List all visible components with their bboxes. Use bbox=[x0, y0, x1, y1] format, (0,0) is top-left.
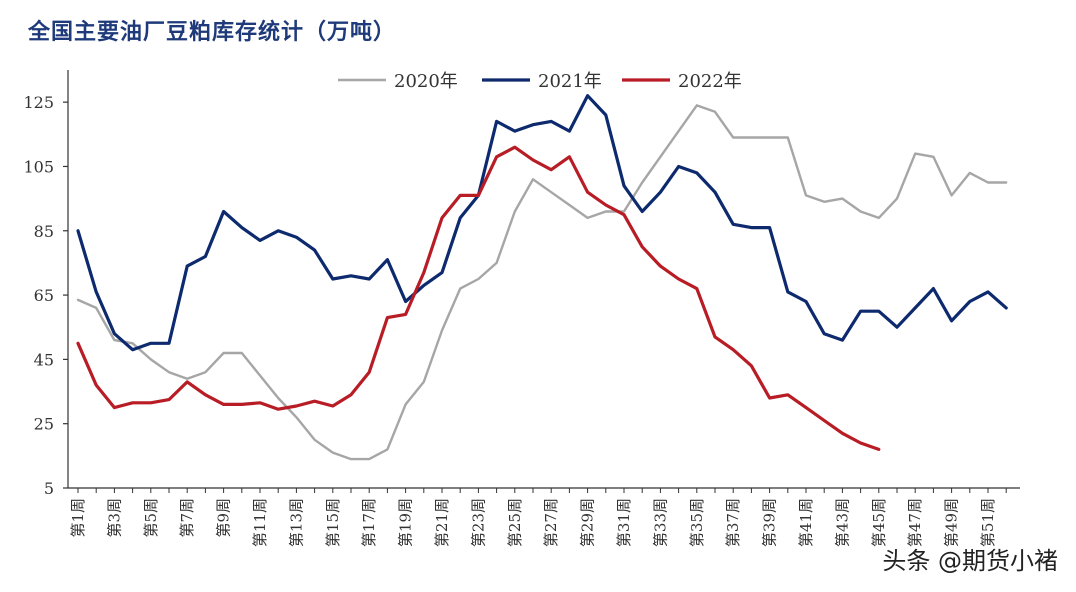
x-tick-label: 第43周 bbox=[833, 498, 851, 547]
series-line-2021年 bbox=[76, 94, 1008, 352]
x-tick-label: 第19周 bbox=[397, 498, 415, 547]
series-line-2022年 bbox=[76, 145, 881, 451]
y-tick-label: 65 bbox=[34, 286, 54, 305]
y-tick-label: 105 bbox=[23, 157, 54, 176]
legend-label: 2020年 bbox=[394, 71, 458, 92]
legend-label: 2022年 bbox=[678, 71, 742, 92]
x-tick-label: 第1周 bbox=[69, 498, 87, 538]
x-tick-label: 第13周 bbox=[287, 498, 305, 547]
x-tick-label: 第37周 bbox=[724, 498, 742, 547]
axes bbox=[67, 70, 1020, 489]
x-tick-label: 第51周 bbox=[979, 498, 997, 547]
x-tick-label: 第27周 bbox=[542, 498, 560, 547]
x-axis-ticks: 第1周 第3周 第5周 第7周 第9周 第11周 第13周 第15周 第17周 第19周 第21周第… bbox=[69, 488, 1007, 547]
x-tick-label: 第7周 bbox=[178, 498, 196, 538]
chart-title: 全国主要油厂豆粕库存统计（万吨） bbox=[28, 19, 397, 45]
watermark-prefix: 头条 bbox=[882, 547, 931, 575]
x-tick-label: 第21周 bbox=[433, 498, 451, 547]
x-tick-label: 第5周 bbox=[142, 498, 160, 538]
x-tick-label: 第25周 bbox=[506, 498, 524, 547]
watermark-handle: @期货小褚 bbox=[938, 547, 1058, 575]
x-tick-label: 第3周 bbox=[105, 498, 123, 538]
x-tick-label: 第35周 bbox=[688, 498, 706, 547]
legend: 2020年 2021年 2022年 bbox=[338, 71, 742, 92]
x-tick-label: 第41周 bbox=[797, 498, 815, 547]
x-tick-label: 第47周 bbox=[906, 498, 924, 547]
x-tick-label: 第9周 bbox=[215, 498, 233, 538]
series-layer bbox=[76, 94, 1008, 461]
watermark: 头条 @期货小褚 bbox=[882, 541, 1058, 576]
x-tick-label: 第23周 bbox=[469, 498, 487, 547]
x-tick-label: 第39周 bbox=[761, 498, 779, 547]
x-tick-label: 第45周 bbox=[870, 498, 888, 547]
legend-label: 2021年 bbox=[538, 71, 602, 92]
x-tick-label: 第11周 bbox=[251, 498, 269, 547]
y-tick-label: 25 bbox=[34, 415, 54, 434]
y-tick-label: 85 bbox=[34, 222, 54, 241]
y-tick-label: 125 bbox=[23, 93, 54, 112]
series-line-2020年 bbox=[76, 104, 1008, 461]
x-tick-label: 第49周 bbox=[943, 498, 961, 547]
x-tick-label: 第29周 bbox=[579, 498, 597, 547]
y-tick-label: 5 bbox=[44, 479, 54, 498]
x-tick-label: 第33周 bbox=[651, 498, 669, 547]
x-tick-label: 第31周 bbox=[615, 498, 633, 547]
y-axis-ticks: 5 25 45 65 85 105 125 bbox=[23, 93, 68, 498]
x-tick-label: 第15周 bbox=[324, 498, 342, 547]
x-tick-label: 第17周 bbox=[360, 498, 378, 547]
y-tick-label: 45 bbox=[34, 350, 54, 369]
